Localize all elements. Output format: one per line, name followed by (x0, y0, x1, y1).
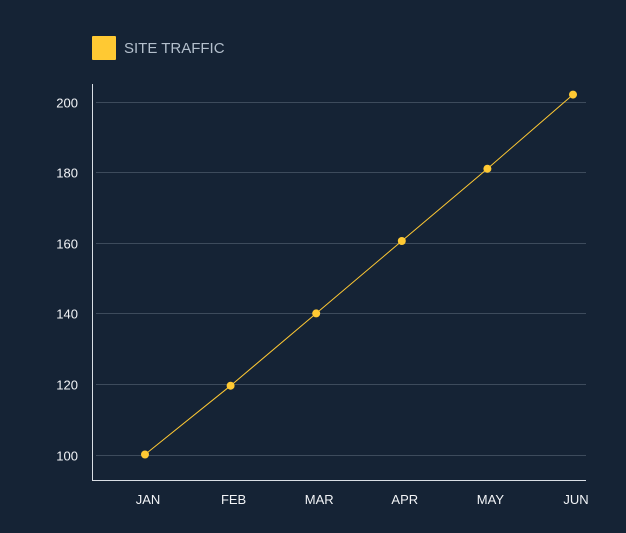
data-point-jan[interactable] (141, 450, 149, 459)
data-point-mar[interactable] (312, 309, 321, 318)
x-tick-label-feb: FEB (221, 492, 246, 507)
axes (92, 84, 586, 481)
y-tick-labels: 100 120 140 160 180 200 (56, 96, 78, 464)
x-tick-label-may: MAY (477, 492, 505, 507)
x-tick-labels: JAN FEB MAR APR MAY JUN (136, 492, 589, 507)
x-tick-label-mar: MAR (305, 492, 334, 507)
data-point-feb[interactable] (226, 381, 235, 390)
data-point-may[interactable] (483, 164, 492, 173)
y-tick-label-140: 140 (56, 307, 78, 322)
y-tick-label-180: 180 (56, 166, 78, 181)
y-tick-label-160: 160 (56, 237, 78, 252)
legend-label-site-traffic: SITE TRAFFIC (124, 40, 225, 57)
y-tick-label-200: 200 (56, 96, 78, 111)
legend-swatch-site-traffic (92, 36, 116, 60)
legend: SITE TRAFFIC (92, 36, 225, 60)
x-tick-label-jan: JAN (136, 492, 161, 507)
data-point-apr[interactable] (397, 237, 406, 245)
x-tick-label-jun: JUN (563, 492, 588, 507)
grid-lines (96, 102, 586, 456)
x-tick-label-apr: APR (391, 492, 418, 507)
data-point-jun[interactable] (569, 90, 577, 99)
series-site-traffic (141, 90, 577, 459)
y-tick-label-120: 120 (56, 378, 78, 393)
y-tick-label-100: 100 (56, 449, 78, 464)
series-line-site-traffic (144, 94, 574, 455)
